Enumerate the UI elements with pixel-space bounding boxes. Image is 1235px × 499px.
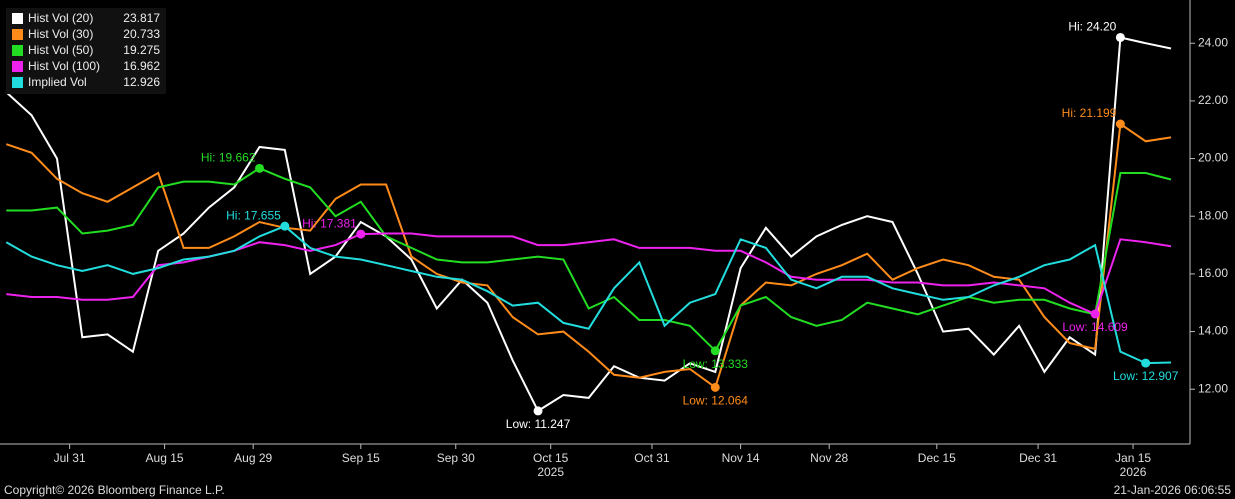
series-line	[5, 225, 1172, 365]
extreme-marker	[280, 221, 290, 231]
x-tick-label: Aug 15	[146, 451, 184, 465]
x-tick-label: Sep 15	[342, 451, 380, 465]
y-tick-label: 14.00	[1198, 324, 1228, 338]
series-line	[6, 167, 1172, 353]
extreme-label: Hi: 21.199	[1062, 106, 1117, 120]
extreme-marker	[710, 382, 720, 392]
extreme-label: Low: 14.609	[1062, 320, 1128, 334]
x-tick-label: Dec 31	[1019, 451, 1057, 465]
legend-value: 19.275	[123, 43, 160, 57]
x-tick-label: Dec 15	[918, 451, 956, 465]
extreme-label: Hi: 17.655	[226, 208, 281, 222]
extreme-marker	[255, 163, 265, 173]
legend-swatch	[12, 29, 23, 40]
extreme-label: Hi: 19.662	[201, 150, 256, 164]
x-tick-label: Sep 30	[437, 451, 475, 465]
legend-swatch	[12, 45, 23, 56]
extreme-label: Hi: 17.381	[302, 216, 357, 230]
legend-name: Hist Vol (20)	[28, 11, 93, 25]
legend-swatch	[12, 77, 23, 88]
legend-name: Implied Vol	[28, 75, 87, 89]
x-tick-label: Nov 14	[722, 451, 760, 465]
extreme-label: Low: 12.907	[1113, 369, 1179, 383]
y-tick-label: 12.00	[1198, 381, 1228, 395]
year-label: 2026	[1120, 465, 1147, 479]
legend-swatch	[12, 61, 23, 72]
extreme-marker	[1115, 32, 1125, 42]
year-label: 2025	[537, 465, 564, 479]
extreme-marker	[1115, 119, 1125, 129]
y-tick-label: 24.00	[1198, 35, 1228, 49]
y-tick-label: 16.00	[1198, 266, 1228, 280]
legend-box	[6, 8, 166, 94]
x-tick-label: Oct 15	[533, 451, 569, 465]
extreme-marker	[1141, 358, 1151, 368]
x-tick-label: Jul 31	[54, 451, 86, 465]
legend-name: Hist Vol (30)	[28, 27, 93, 41]
series-line	[5, 36, 1172, 413]
x-tick-label: Nov 28	[810, 451, 848, 465]
legend-value: 20.733	[123, 27, 160, 41]
extreme-marker	[710, 346, 720, 356]
extreme-label: Hi: 24.20	[1068, 20, 1116, 34]
x-tick-label: Oct 31	[634, 451, 670, 465]
x-tick-label: Jan 15	[1115, 451, 1151, 465]
legend-name: Hist Vol (100)	[28, 59, 100, 73]
legend-value: 16.962	[123, 59, 160, 73]
y-tick-label: 20.00	[1198, 151, 1228, 165]
legend-swatch	[12, 13, 23, 24]
extreme-marker	[356, 229, 366, 239]
x-tick-label: Aug 29	[234, 451, 272, 465]
legend-value: 23.817	[123, 11, 160, 25]
legend-value: 12.926	[123, 75, 160, 89]
extreme-marker	[1090, 309, 1100, 319]
legend-name: Hist Vol (50)	[28, 43, 93, 57]
y-tick-label: 18.00	[1198, 208, 1228, 222]
extreme-marker	[533, 406, 543, 416]
extreme-label: Low: 13.333	[683, 357, 749, 371]
series-line	[5, 122, 1172, 390]
extreme-label: Low: 11.247	[506, 417, 571, 431]
y-tick-label: 22.00	[1198, 93, 1228, 107]
timestamp: 21-Jan-2026 06:06:55	[1114, 483, 1232, 497]
copyright: Copyright© 2026 Bloomberg Finance L.P.	[4, 483, 225, 497]
extreme-label: Low: 12.064	[683, 394, 749, 408]
